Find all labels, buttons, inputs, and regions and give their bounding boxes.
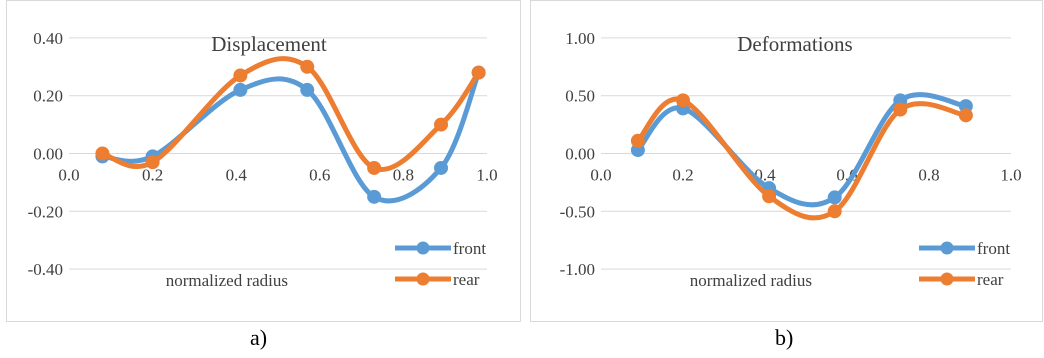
chart-title: Displacement: [211, 32, 327, 56]
x-tick-label: 0.0: [590, 166, 611, 185]
x-tick-label: 0.6: [309, 166, 330, 185]
x-tick-label: 0.4: [226, 166, 248, 185]
data-point-rear: [145, 155, 160, 170]
x-axis-label: normalized radius: [166, 271, 288, 290]
data-point-rear: [471, 65, 486, 80]
legend-label-front: front: [977, 239, 1010, 258]
data-point-rear: [958, 108, 973, 123]
data-point-rear: [827, 204, 842, 219]
y-tick-label: -0.40: [28, 260, 63, 279]
y-tick-label: 0.50: [565, 87, 595, 106]
x-tick-label: 1.0: [1000, 166, 1021, 185]
caption-b: b): [775, 325, 794, 350]
data-point-rear: [367, 160, 382, 175]
y-tick-label: -0.50: [560, 202, 595, 221]
y-tick-label: 0.40: [33, 29, 63, 48]
data-point-rear: [95, 146, 110, 161]
caption-a: a): [250, 325, 268, 350]
chart-deformations: 1.00 0.50 0.00 -0.50 -1.00 0.0 0.2 0.4 0.6 0.8 1.0…: [530, 0, 1043, 322]
legend-marker-rear: [940, 272, 954, 286]
data-point-rear: [300, 59, 315, 74]
chart-displacement: 0.40 0.20 0.00 -0.20 -0.40 0.0 0.2 0.4 0.6 0.8 1.0…: [6, 0, 521, 322]
x-tick-label: 0.2: [672, 166, 693, 185]
y-tick-label: -0.20: [28, 202, 63, 221]
legend-marker-front: [940, 241, 954, 255]
chart-displacement-svg: 0.40 0.20 0.00 -0.20 -0.40 0.0 0.2 0.4 0.6 0.8 1.0…: [28, 29, 498, 290]
data-point-rear: [233, 68, 248, 83]
data-point-front: [233, 82, 248, 97]
legend-label-front: front: [453, 239, 486, 258]
legend-marker-rear: [416, 272, 430, 286]
data-point-rear: [676, 93, 690, 108]
y-tick-label: 0.00: [565, 145, 595, 164]
series-line-rear: [635, 96, 969, 221]
legend-label-rear: rear: [453, 270, 480, 289]
x-tick-label: 0.0: [58, 166, 79, 185]
y-tick-label: -1.00: [560, 260, 595, 279]
data-point-front: [300, 82, 315, 97]
data-point-front: [367, 189, 382, 204]
data-point-front: [434, 160, 449, 175]
data-point-rear: [434, 117, 449, 132]
y-tick-label: 1.00: [565, 29, 595, 48]
chart-deformations-svg: 1.000.500.00-0.50-1.000.0 0.2 0.4 0.6 0.8 1.0…: [560, 29, 1022, 290]
data-point-rear: [762, 189, 777, 204]
x-tick-label: 0.2: [142, 166, 163, 185]
chart-title: Deformations: [737, 32, 852, 56]
x-tick-label: 1.0: [476, 166, 497, 185]
x-axis-label: normalized radius: [690, 271, 812, 290]
x-tick-label: 0.8: [918, 166, 939, 185]
y-tick-label: 0.00: [33, 145, 63, 164]
data-point-rear: [630, 133, 645, 148]
x-tick-label: 0.8: [393, 166, 414, 185]
data-point-front: [827, 190, 842, 205]
data-point-rear: [893, 102, 908, 117]
y-tick-label: 0.20: [33, 87, 63, 106]
legend-label-rear: rear: [977, 270, 1004, 289]
legend-marker-front: [416, 241, 430, 255]
